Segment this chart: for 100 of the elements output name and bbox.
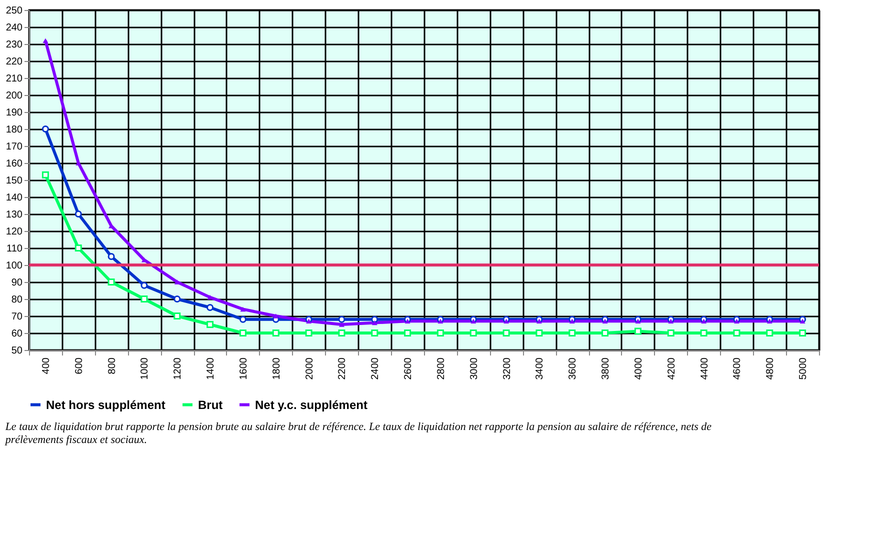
- point: [438, 318, 444, 324]
- point: [42, 38, 48, 43]
- x-tick-label: 1800: [271, 357, 282, 380]
- point: [239, 330, 246, 336]
- point: [635, 318, 641, 324]
- x-tick-label: 600: [74, 357, 85, 374]
- y-tick-label: 170: [6, 142, 23, 152]
- point: [206, 304, 214, 311]
- point: [108, 253, 115, 260]
- y-tick-label: 100: [6, 260, 23, 272]
- x-tick-label: 1000: [140, 357, 151, 380]
- point: [338, 322, 344, 327]
- x-tick-label: 2400: [370, 357, 382, 380]
- x-tick-label: 800: [106, 357, 118, 374]
- y-tick-label: 60: [11, 328, 23, 340]
- legend-label: Net y.c. supplément: [255, 398, 368, 412]
- point: [734, 318, 740, 324]
- point: [536, 318, 542, 324]
- point: [668, 318, 674, 324]
- x-tick-label: 4000: [633, 357, 644, 380]
- y-tick-label: 220: [6, 56, 23, 68]
- y-tick-label: 210: [6, 74, 23, 84]
- x-tick-label: 2800: [436, 357, 447, 380]
- point: [108, 278, 115, 286]
- point: [568, 330, 576, 336]
- point: [371, 316, 378, 323]
- point: [470, 318, 476, 324]
- y-tick-label: 70: [11, 312, 23, 322]
- y-tick-label: 110: [6, 244, 23, 254]
- y-tick-label: 250: [6, 6, 23, 16]
- point: [273, 314, 279, 318]
- x-tick-label: 3600: [568, 357, 579, 380]
- y-tick-label: 200: [6, 90, 23, 102]
- x-tick-label: 400: [40, 357, 52, 374]
- point: [634, 328, 642, 335]
- point: [338, 330, 346, 336]
- point: [733, 330, 740, 336]
- point: [800, 318, 806, 324]
- y-tick-label: 160: [6, 158, 23, 170]
- point: [766, 318, 772, 324]
- point: [799, 330, 806, 336]
- x-tick-label: 3200: [502, 357, 513, 380]
- point: [766, 330, 774, 336]
- x-tick-label: 2200: [337, 357, 348, 380]
- point: [700, 330, 708, 336]
- text: Le taux de liquidation brut rapporte la pension brute au salaire brut de référence. Le taux de liquidation net rapporte la pension au salaire de référence, nets de prélèvements fiscaux et sociaux.: [4, 421, 712, 446]
- y-tick-label: 130: [6, 210, 23, 220]
- point: [74, 210, 82, 218]
- point: [74, 244, 82, 252]
- y-tick-label: 190: [6, 108, 23, 118]
- legend-label: Net hors supplément: [46, 398, 166, 412]
- point: [306, 318, 312, 324]
- point: [569, 318, 575, 324]
- point: [140, 282, 148, 289]
- x-tick-label: 2600: [403, 357, 414, 380]
- point: [371, 330, 378, 336]
- y-tick-label: 140: [6, 192, 23, 204]
- point: [42, 171, 49, 178]
- x-tick-label: 3000: [468, 357, 480, 380]
- x-tick-label: 1200: [172, 357, 184, 380]
- y-tick-label: 80: [11, 294, 23, 306]
- y-tick-label: 50: [11, 346, 23, 356]
- point: [372, 320, 378, 326]
- point: [602, 318, 608, 324]
- point: [470, 330, 477, 336]
- legend-label: Brut: [198, 398, 223, 412]
- x-tick-label: 4400: [699, 357, 710, 380]
- point: [272, 330, 280, 336]
- point: [338, 316, 346, 323]
- x-tick-label: 4800: [765, 357, 776, 380]
- point: [502, 330, 510, 336]
- x-tick-label: 3400: [534, 357, 546, 380]
- point: [42, 126, 49, 132]
- point: [504, 318, 510, 324]
- point: [207, 294, 213, 300]
- y-tick-label: 240: [6, 22, 23, 34]
- x-tick-label: 4200: [666, 357, 678, 380]
- point: [174, 312, 181, 320]
- x-tick-label: 4600: [732, 357, 744, 380]
- point: [436, 330, 444, 336]
- x-tick-label: 1400: [206, 357, 217, 380]
- point: [174, 296, 181, 302]
- x-tick-label: 2000: [304, 357, 316, 380]
- point: [701, 318, 707, 324]
- point: [667, 330, 674, 336]
- x-tick-label: 1600: [238, 357, 250, 380]
- y-tick-label: 230: [6, 40, 23, 50]
- y-tick-label: 180: [6, 124, 23, 136]
- point: [404, 330, 412, 336]
- x-tick-label: 3800: [600, 357, 612, 380]
- y-tick-label: 120: [6, 226, 23, 238]
- point: [240, 306, 246, 312]
- x-tick-label: 5000: [798, 357, 810, 380]
- point: [239, 316, 246, 323]
- y-tick-label: 150: [6, 176, 23, 186]
- point: [404, 318, 410, 324]
- point: [140, 296, 148, 302]
- point: [305, 330, 312, 336]
- y-tick-label: 90: [11, 278, 23, 288]
- point: [206, 321, 214, 328]
